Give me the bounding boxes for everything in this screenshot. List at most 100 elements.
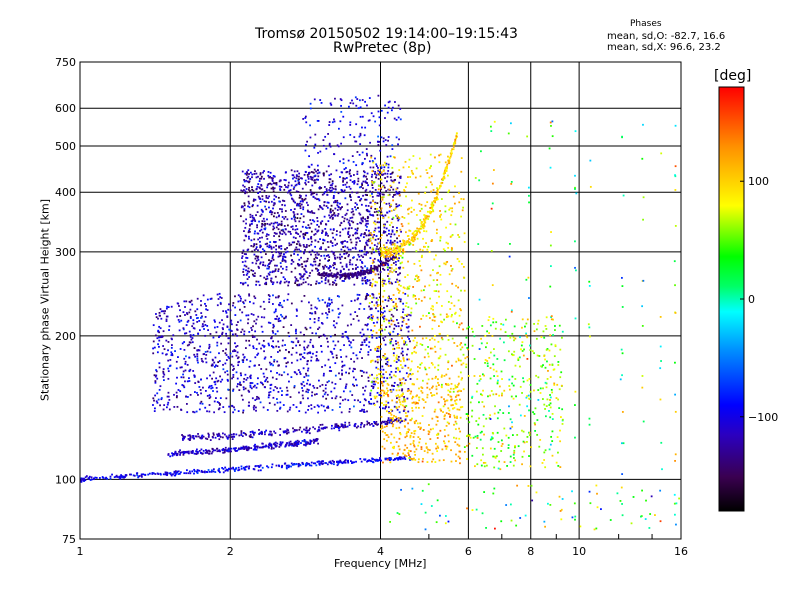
- data-point: [372, 315, 374, 318]
- data-point: [396, 346, 398, 349]
- data-point: [363, 424, 366, 426]
- data-point: [231, 377, 233, 380]
- data-point: [389, 184, 392, 187]
- data-point: [324, 282, 327, 285]
- data-point: [333, 387, 336, 390]
- data-point: [332, 194, 335, 197]
- data-point: [375, 307, 377, 310]
- data-point: [391, 230, 394, 233]
- data-point: [320, 246, 323, 249]
- data-point: [301, 225, 304, 228]
- data-point: [326, 313, 329, 316]
- data-point: [309, 439, 312, 442]
- data-point: [301, 387, 304, 389]
- data-point: [339, 277, 342, 280]
- data-point: [283, 299, 285, 302]
- data-point: [334, 257, 337, 260]
- data-point: [350, 273, 353, 276]
- data-point: [238, 389, 241, 392]
- data-point: [450, 235, 453, 238]
- data-point: [305, 431, 308, 434]
- data-point: [341, 280, 344, 282]
- data-point: [324, 427, 326, 430]
- data-point: [414, 278, 416, 281]
- data-point: [297, 204, 300, 207]
- data-point: [457, 234, 460, 236]
- data-point: [222, 323, 225, 326]
- data-point: [271, 335, 273, 338]
- data-point: [228, 303, 230, 306]
- data-point: [381, 281, 384, 283]
- data-point: [239, 215, 242, 218]
- data-point: [416, 230, 418, 233]
- data-point: [334, 397, 337, 400]
- data-point: [337, 145, 340, 148]
- data-point: [370, 385, 373, 388]
- data-point: [216, 401, 219, 403]
- data-point: [320, 345, 323, 347]
- data-point: [152, 324, 155, 327]
- data-point: [255, 246, 258, 249]
- data-point: [243, 230, 245, 233]
- data-point: [430, 307, 433, 310]
- data-point: [406, 353, 408, 356]
- data-point: [393, 240, 396, 242]
- data-point: [284, 204, 286, 207]
- data-point: [334, 425, 337, 428]
- data-point: [291, 444, 293, 447]
- data-point: [305, 201, 308, 204]
- data-point: [386, 239, 389, 242]
- data-point: [322, 426, 325, 429]
- data-point: [217, 361, 220, 364]
- data-point: [313, 220, 316, 223]
- data-point: [226, 370, 229, 372]
- data-point: [359, 115, 362, 118]
- data-point: [421, 398, 424, 400]
- data-point: [357, 253, 360, 256]
- data-point: [221, 449, 224, 452]
- data-point: [373, 458, 376, 461]
- data-point: [389, 155, 392, 158]
- data-point: [412, 235, 415, 237]
- data-point: [363, 247, 366, 250]
- data-point: [382, 196, 385, 198]
- data-point: [211, 447, 214, 450]
- data-point: [266, 245, 269, 248]
- data-point: [337, 192, 340, 195]
- data-point: [390, 203, 392, 206]
- data-point: [286, 393, 289, 396]
- data-point: [152, 347, 154, 350]
- data-point: [351, 216, 354, 219]
- data-point: [373, 404, 376, 406]
- data-point: [435, 198, 438, 201]
- data-point: [277, 295, 280, 298]
- data-point: [392, 246, 395, 249]
- data-point: [251, 431, 254, 434]
- data-point: [429, 181, 432, 184]
- data-point: [310, 176, 313, 179]
- data-point: [389, 205, 391, 207]
- data-point: [245, 188, 248, 190]
- data-point: [245, 253, 247, 256]
- data-point: [408, 238, 410, 240]
- data-point: [232, 304, 234, 307]
- data-point: [365, 198, 368, 201]
- data-point: [375, 366, 378, 369]
- data-point: [173, 453, 176, 456]
- data-point: [309, 189, 312, 191]
- data-point: [248, 186, 250, 189]
- data-point: [297, 233, 300, 235]
- data-point: [218, 434, 221, 437]
- data-point: [306, 174, 309, 176]
- data-point: [401, 388, 404, 391]
- data-point: [224, 433, 226, 436]
- data-point: [286, 432, 289, 435]
- data-point: [323, 271, 325, 274]
- data-point: [298, 258, 301, 261]
- data-point: [377, 144, 380, 146]
- data-point: [358, 249, 361, 252]
- data-point: [417, 192, 420, 195]
- data-point: [305, 462, 308, 464]
- data-point: [389, 252, 392, 255]
- data-point: [390, 251, 392, 253]
